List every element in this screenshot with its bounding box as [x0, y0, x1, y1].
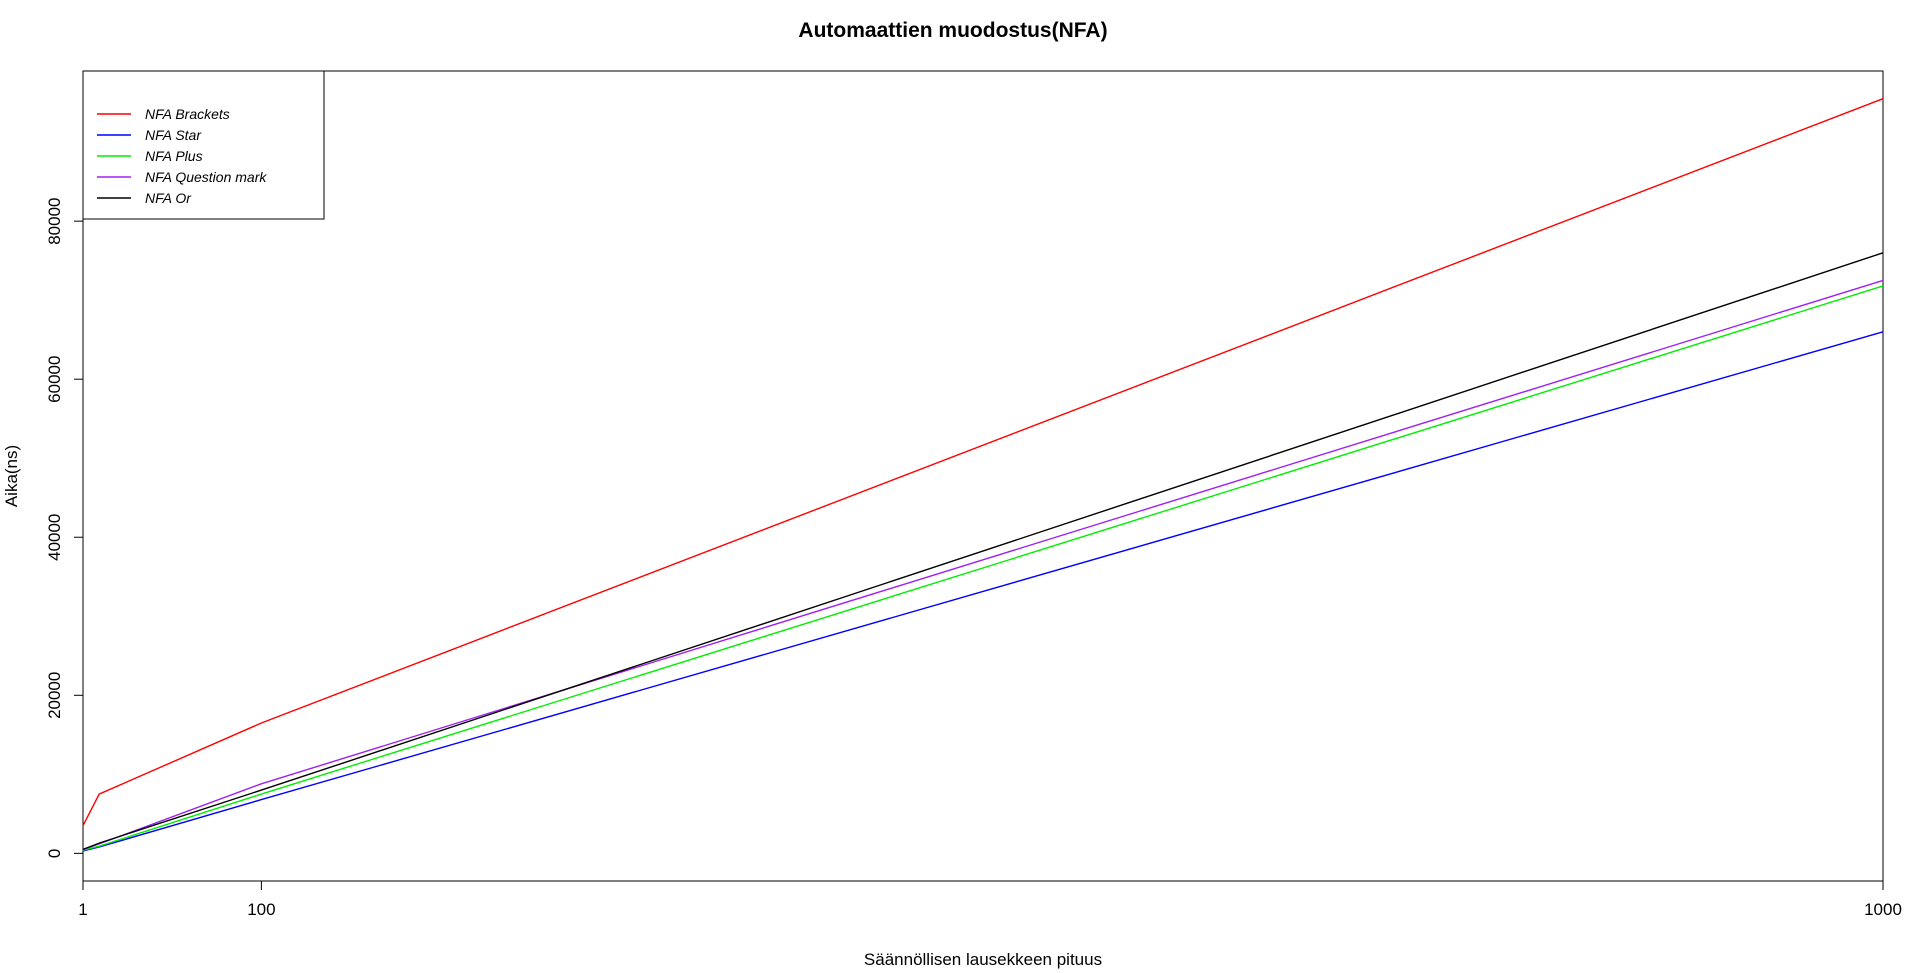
y-tick-label: 0	[45, 849, 64, 858]
y-tick-label: 60000	[45, 356, 64, 403]
legend-label: NFA Or	[145, 190, 192, 206]
legend: NFA Brackets NFA Star NFA Plus NFA Question…	[82, 70, 325, 220]
chart-title: Automaattien muodostus(NFA)	[798, 19, 1107, 42]
x-axis-label: Säännöllisen lausekkeen pituus	[864, 950, 1102, 969]
x-tick-label: 100	[247, 900, 275, 919]
legend-label: NFA Star	[145, 127, 202, 143]
x-axis: 1 100 1000	[78, 881, 1902, 919]
series-line	[82, 285, 1884, 851]
y-axis: 0 20000 40000 60000 80000	[45, 198, 83, 858]
series-lines	[82, 98, 1884, 852]
x-tick-label: 1000	[1864, 900, 1902, 919]
y-axis-label: Aika(ns)	[2, 445, 21, 507]
y-tick-label: 80000	[45, 198, 64, 245]
y-tick-label: 20000	[45, 672, 64, 719]
series-line	[82, 331, 1884, 852]
legend-label: NFA Question mark	[145, 169, 267, 185]
series-line	[82, 252, 1884, 851]
legend-label: NFA Brackets	[145, 106, 230, 122]
legend-box	[82, 70, 325, 220]
series-line	[82, 279, 1884, 851]
legend-label: NFA Plus	[145, 148, 203, 164]
y-tick-label: 40000	[45, 514, 64, 561]
series-line	[82, 98, 1884, 827]
legend-items: NFA Brackets NFA Star NFA Plus NFA Question…	[97, 106, 267, 206]
x-tick-label: 1	[78, 900, 87, 919]
plot-area	[82, 70, 1884, 882]
